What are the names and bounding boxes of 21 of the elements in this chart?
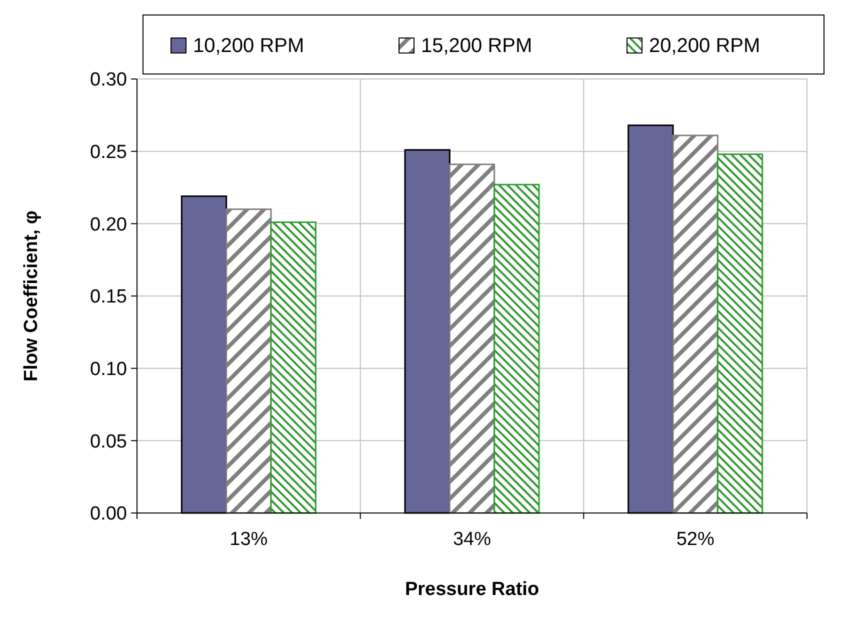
x-tick-label: 52%	[676, 529, 714, 550]
y-tick-label: 0.30	[90, 70, 127, 91]
x-tick-label: 13%	[230, 529, 268, 550]
y-tick-label: 0.20	[90, 214, 127, 236]
bar	[494, 184, 540, 514]
bar	[672, 134, 718, 514]
legend-label: 20,200 RPM	[649, 35, 760, 57]
legend-label: 15,200 RPM	[421, 35, 532, 57]
bar	[226, 208, 272, 514]
y-axis-title: Flow Coefficient, φ	[21, 210, 42, 382]
bar	[448, 164, 496, 514]
bar	[716, 153, 764, 514]
y-tick-label: 0.05	[90, 431, 127, 452]
x-tick-label: 34%	[452, 529, 492, 550]
y-tick-label: 0.15	[90, 286, 127, 308]
legend-label: 10,200 RPM	[193, 35, 304, 57]
y-tick-label: 0.25	[90, 142, 127, 163]
bar	[270, 221, 316, 514]
y-tick-label: 0.10	[90, 358, 127, 380]
y-tick-label: 0.00	[90, 504, 127, 525]
x-axis-title: Pressure Ratio	[404, 579, 540, 600]
